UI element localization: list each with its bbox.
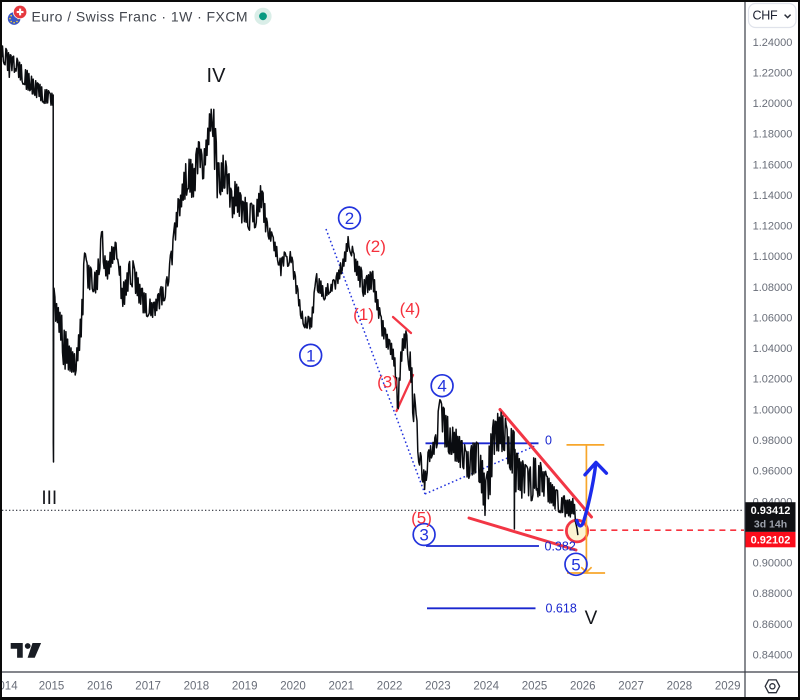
svg-text:1.18000: 1.18000 bbox=[753, 129, 793, 141]
svg-text:1.16000: 1.16000 bbox=[753, 159, 793, 171]
svg-text:0.382: 0.382 bbox=[545, 540, 576, 554]
svg-text:0.86000: 0.86000 bbox=[753, 619, 793, 631]
svg-text:1.12000: 1.12000 bbox=[753, 221, 793, 233]
svg-text:2: 2 bbox=[345, 209, 354, 228]
svg-text:4: 4 bbox=[437, 377, 446, 396]
svg-text:CHF: CHF bbox=[753, 9, 778, 23]
svg-text:2019: 2019 bbox=[232, 681, 258, 693]
svg-text:2024: 2024 bbox=[473, 681, 499, 693]
svg-text:2023: 2023 bbox=[425, 681, 451, 693]
svg-text:V: V bbox=[585, 608, 598, 629]
svg-text:IV: IV bbox=[207, 65, 227, 87]
svg-text:2016: 2016 bbox=[87, 681, 113, 693]
svg-text:0.93412: 0.93412 bbox=[751, 505, 791, 517]
svg-text:2021: 2021 bbox=[329, 681, 355, 693]
svg-text:2022: 2022 bbox=[377, 681, 403, 693]
svg-text:1.06000: 1.06000 bbox=[753, 313, 793, 325]
svg-text:0.92102: 0.92102 bbox=[751, 535, 791, 547]
svg-text:0.84000: 0.84000 bbox=[753, 649, 793, 661]
svg-text:0.90000: 0.90000 bbox=[753, 558, 793, 570]
svg-text:5: 5 bbox=[571, 555, 580, 574]
svg-text:0.88000: 0.88000 bbox=[753, 588, 793, 600]
svg-text:0.618: 0.618 bbox=[546, 602, 577, 616]
svg-text:2026: 2026 bbox=[570, 681, 596, 693]
svg-text:1.08000: 1.08000 bbox=[753, 282, 793, 294]
svg-text:1.20000: 1.20000 bbox=[753, 98, 793, 110]
svg-text:3: 3 bbox=[419, 526, 428, 545]
svg-text:1.02000: 1.02000 bbox=[753, 374, 793, 386]
svg-text:III: III bbox=[41, 488, 57, 509]
svg-text:1.14000: 1.14000 bbox=[753, 190, 793, 202]
svg-text:2020: 2020 bbox=[280, 681, 306, 693]
svg-text:2018: 2018 bbox=[184, 681, 210, 693]
svg-text:2028: 2028 bbox=[667, 681, 693, 693]
svg-text:2015: 2015 bbox=[39, 681, 65, 693]
svg-text:(1): (1) bbox=[353, 305, 374, 324]
svg-text:0: 0 bbox=[545, 434, 552, 448]
svg-text:(2): (2) bbox=[365, 237, 386, 256]
svg-text:(3): (3) bbox=[377, 373, 398, 392]
svg-text:0.96000: 0.96000 bbox=[753, 466, 793, 478]
svg-text:2029: 2029 bbox=[715, 681, 741, 693]
svg-text:(4): (4) bbox=[400, 300, 421, 319]
svg-text:1: 1 bbox=[306, 346, 315, 365]
svg-text:1.24000: 1.24000 bbox=[753, 37, 793, 49]
svg-text:1.10000: 1.10000 bbox=[753, 251, 793, 263]
svg-text:0.98000: 0.98000 bbox=[753, 435, 793, 447]
svg-text:2014: 2014 bbox=[0, 681, 18, 693]
svg-text:2027: 2027 bbox=[618, 681, 644, 693]
svg-text:1.00000: 1.00000 bbox=[753, 404, 793, 416]
svg-text:2017: 2017 bbox=[135, 681, 161, 693]
svg-text:1.22000: 1.22000 bbox=[753, 67, 793, 79]
svg-text:1.04000: 1.04000 bbox=[753, 343, 793, 355]
svg-text:Euro / Swiss Franc · 1W · FXCM: Euro / Swiss Franc · 1W · FXCM bbox=[32, 9, 249, 25]
svg-text:2025: 2025 bbox=[522, 681, 548, 693]
svg-text:(5): (5) bbox=[411, 509, 432, 528]
svg-text:3d 14h: 3d 14h bbox=[754, 519, 787, 531]
